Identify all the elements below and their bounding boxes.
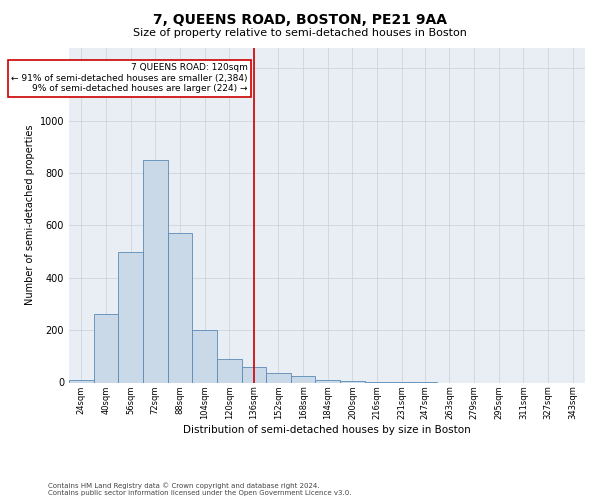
Y-axis label: Number of semi-detached properties: Number of semi-detached properties xyxy=(25,124,35,305)
Text: 7, QUEENS ROAD, BOSTON, PE21 9AA: 7, QUEENS ROAD, BOSTON, PE21 9AA xyxy=(153,12,447,26)
Bar xyxy=(143,160,167,382)
X-axis label: Distribution of semi-detached houses by size in Boston: Distribution of semi-detached houses by … xyxy=(183,424,471,434)
Text: Contains public sector information licensed under the Open Government Licence v3: Contains public sector information licen… xyxy=(48,490,352,496)
Bar xyxy=(217,359,242,382)
Bar xyxy=(192,330,217,382)
Text: 7 QUEENS ROAD: 120sqm
← 91% of semi-detached houses are smaller (2,384)
9% of se: 7 QUEENS ROAD: 120sqm ← 91% of semi-deta… xyxy=(11,63,248,93)
Text: Size of property relative to semi-detached houses in Boston: Size of property relative to semi-detach… xyxy=(133,28,467,38)
Bar xyxy=(266,374,291,382)
Bar xyxy=(242,367,266,382)
Text: Contains HM Land Registry data © Crown copyright and database right 2024.: Contains HM Land Registry data © Crown c… xyxy=(48,482,320,489)
Bar xyxy=(316,380,340,382)
Bar xyxy=(118,252,143,382)
Bar xyxy=(167,234,192,382)
Bar xyxy=(340,381,365,382)
Bar xyxy=(291,376,316,382)
Bar xyxy=(94,314,118,382)
Bar xyxy=(69,380,94,382)
